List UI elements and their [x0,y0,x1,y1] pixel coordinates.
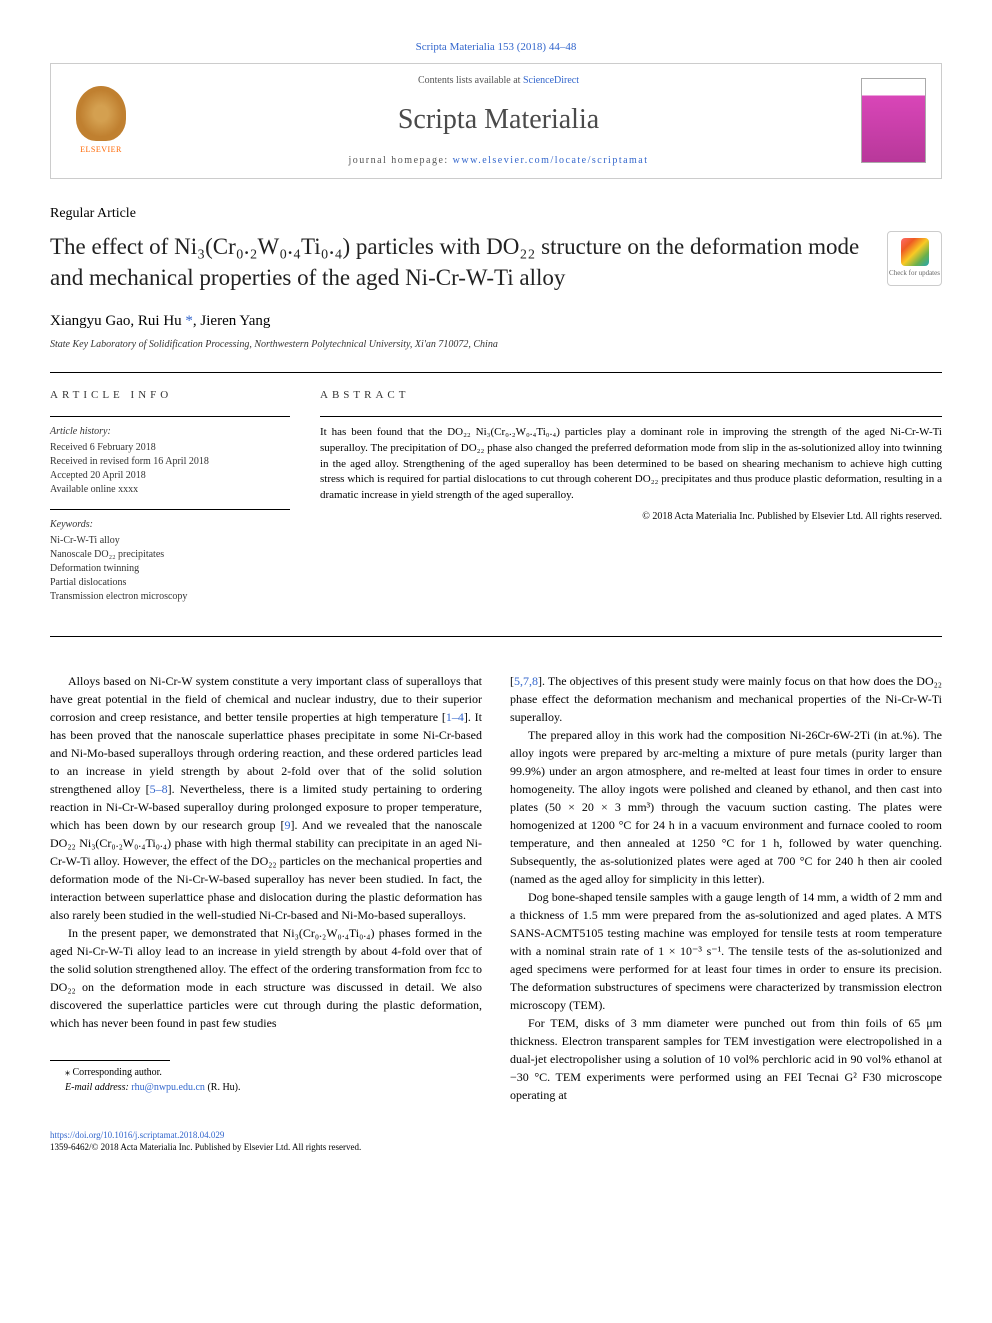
article-info-heading: ARTICLE INFO [50,388,290,403]
history-label: Article history: [50,425,290,439]
author-2: Rui Hu [138,313,186,329]
journal-name: Scripta Materialia [136,100,861,139]
elsevier-text: ELSEVIER [80,144,122,155]
doi-link[interactable]: https://doi.org/10.1016/j.scriptamat.201… [50,1130,224,1140]
header-citation: Scripta Materialia 153 (2018) 44–48 [50,40,942,55]
ref-1-4[interactable]: 1–4 [446,710,464,724]
issn-line: 1359-6462/© 2018 Acta Materialia Inc. Pu… [50,1141,942,1154]
journal-header-box: ELSEVIER Contents lists available at Sci… [50,63,942,178]
divider-bottom [50,636,942,637]
email-link[interactable]: rhu@nwpu.edu.cn [131,1082,205,1093]
info-divider-2 [50,509,290,510]
journal-cover-thumbnail [861,78,926,163]
article-info-column: ARTICLE INFO Article history: Received 6… [50,388,290,615]
email-footnote: E-mail address: rhu@nwpu.edu.cn (R. Hu). [50,1080,482,1095]
info-divider [50,416,290,417]
ref-578[interactable]: 5,7,8 [514,674,538,688]
body-r-p4: For TEM, disks of 3 mm diameter were pun… [510,1014,942,1104]
rp1-post: ]. The objectives of this present study … [510,674,942,724]
page-footer: https://doi.org/10.1016/j.scriptamat.201… [50,1129,942,1154]
history-text: Received 6 February 2018 Received in rev… [50,441,290,497]
sciencedirect-link[interactable]: ScienceDirect [523,75,579,86]
abstract-heading: ABSTRACT [320,388,942,403]
crossmark-icon [901,238,929,266]
p1-post: ]. And we revealed that the nanoscale DO… [50,818,482,922]
divider-top [50,372,942,373]
email-suffix: (R. Hu). [205,1082,241,1093]
body-r-p3: Dog bone-shaped tensile samples with a g… [510,888,942,1014]
elsevier-logo: ELSEVIER [66,81,136,161]
body-p2: In the present paper, we demonstrated th… [50,924,482,1032]
check-updates-label: Check for updates [889,269,940,279]
homepage-link[interactable]: www.elsevier.com/locate/scriptamat [453,155,649,166]
authors: Xiangyu Gao, Rui Hu *, Jieren Yang [50,311,942,332]
homepage-prefix: journal homepage: [348,155,452,166]
journal-center: Contents lists available at ScienceDirec… [136,74,861,167]
author-1: Xiangyu Gao, [50,313,138,329]
elsevier-tree-icon [76,86,126,141]
check-updates-badge[interactable]: Check for updates [887,231,942,286]
footnote-divider [50,1060,170,1061]
contents-line: Contents lists available at ScienceDirec… [136,74,861,88]
keywords-text: Ni-Cr-W-Ti alloy Nanoscale DO₂₂ precipit… [50,534,290,604]
body-r-p1: [5,7,8]. The objectives of this present … [510,672,942,726]
abstract-column: ABSTRACT It has been found that the DO₂₂… [320,388,942,615]
abstract-divider [320,416,942,417]
body-p1: Alloys based on Ni-Cr-W system constitut… [50,672,482,924]
p1-pre: Alloys based on Ni-Cr-W system constitut… [50,674,482,724]
body-columns: Alloys based on Ni-Cr-W system constitut… [50,672,942,1104]
body-right-column: [5,7,8]. The objectives of this present … [510,672,942,1104]
journal-homepage: journal homepage: www.elsevier.com/locat… [136,154,861,168]
corresponding-author-footnote: ⁎ Corresponding author. [50,1065,482,1080]
email-label: E-mail address: [65,1082,131,1093]
article-title: The effect of Ni₃(Cr₀.₂W₀.₄Ti₀.₄) partic… [50,231,867,293]
ref-5-8[interactable]: 5–8 [150,782,168,796]
body-left-column: Alloys based on Ni-Cr-W system constitut… [50,672,482,1104]
author-3: , Jieren Yang [193,313,271,329]
abstract-copyright: © 2018 Acta Materialia Inc. Published by… [320,510,942,524]
citation-link[interactable]: Scripta Materialia 153 (2018) 44–48 [416,41,577,53]
corresponding-marker[interactable]: * [185,313,193,329]
abstract-text: It has been found that the DO₂₂ Ni₃(Cr₀.… [320,425,942,505]
body-r-p2: The prepared alloy in this work had the … [510,726,942,888]
affiliation: State Key Laboratory of Solidification P… [50,338,942,352]
contents-prefix: Contents lists available at [418,75,523,86]
article-type: Regular Article [50,204,942,224]
keywords-label: Keywords: [50,518,290,532]
